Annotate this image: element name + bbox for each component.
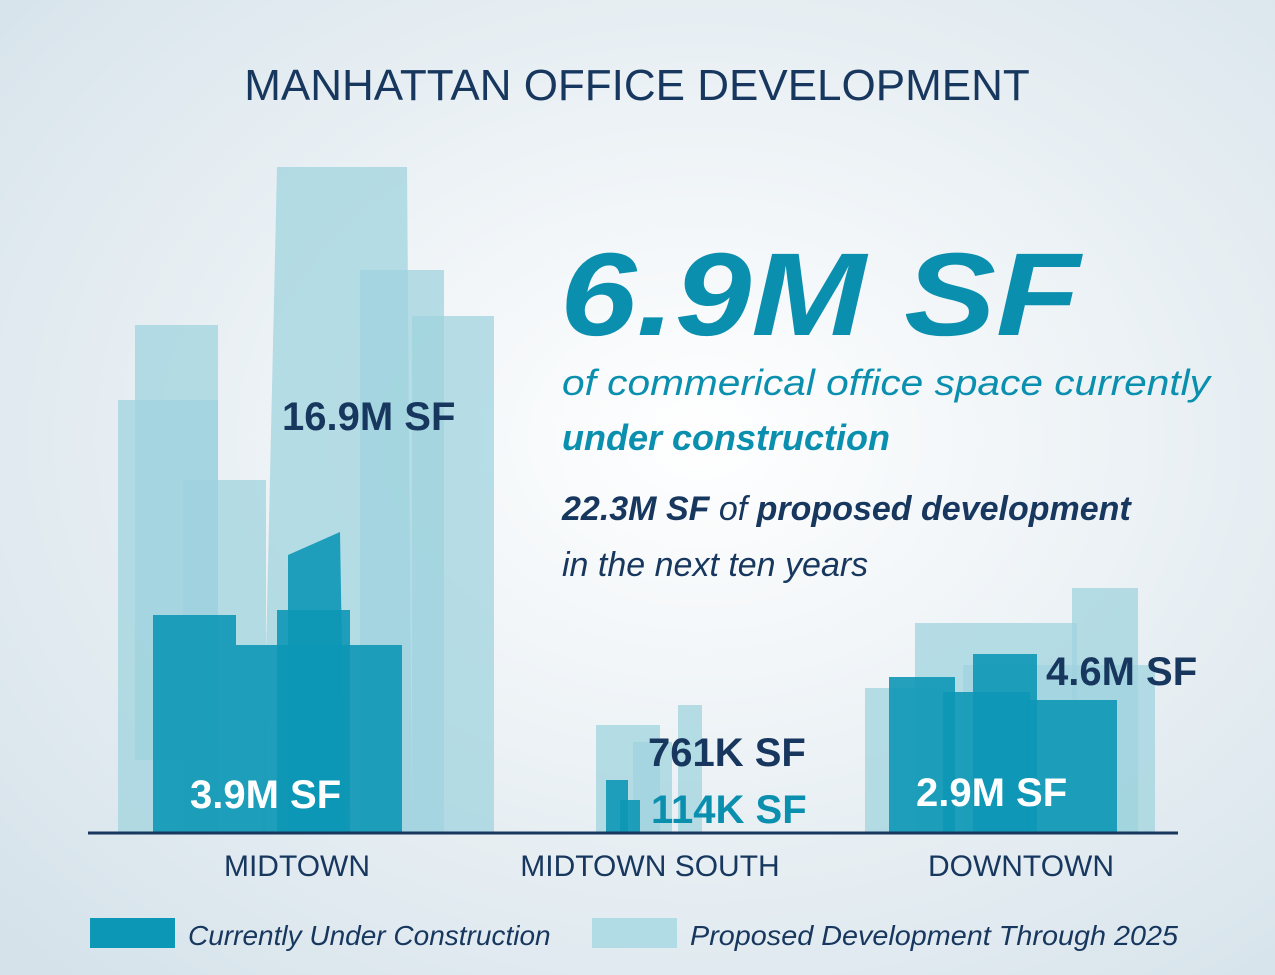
headline-line: of commerical office space currently xyxy=(562,362,1212,403)
legend-label: Currently Under Construction xyxy=(188,920,551,951)
proposed-text: proposed development xyxy=(756,490,1133,528)
legend-swatch xyxy=(592,918,677,948)
midtown-south-buildings xyxy=(596,705,702,832)
construction-label: 3.9M SF xyxy=(190,773,341,817)
proposed-of: of xyxy=(719,490,751,528)
construction-label: 114K SF xyxy=(651,788,807,832)
construction-label: 2.9M SF xyxy=(916,771,1067,815)
proposed-line: 22.3M SF of proposed development xyxy=(561,490,1132,528)
proposed-line: in the next ten years xyxy=(562,546,868,584)
proposed-label: 4.6M SF xyxy=(1046,650,1197,694)
headline-line: under construction xyxy=(562,417,890,458)
legend-label: Proposed Development Through 2025 xyxy=(690,920,1178,951)
district-name: MIDTOWN xyxy=(224,850,370,883)
headline-figure: 6.9M SF xyxy=(560,229,1083,361)
title: MANHATTAN OFFICE DEVELOPMENT xyxy=(244,61,1030,110)
proposed-label: 16.9M SF xyxy=(282,395,455,439)
midtown-buildings xyxy=(118,167,494,832)
district-name: DOWNTOWN xyxy=(928,850,1114,883)
proposed-figure: 22.3M SF xyxy=(561,490,711,528)
downtown-buildings xyxy=(865,588,1155,832)
district-name: MIDTOWN SOUTH xyxy=(520,850,779,883)
legend-swatch xyxy=(90,918,175,948)
proposed-label: 761K SF xyxy=(648,731,806,775)
